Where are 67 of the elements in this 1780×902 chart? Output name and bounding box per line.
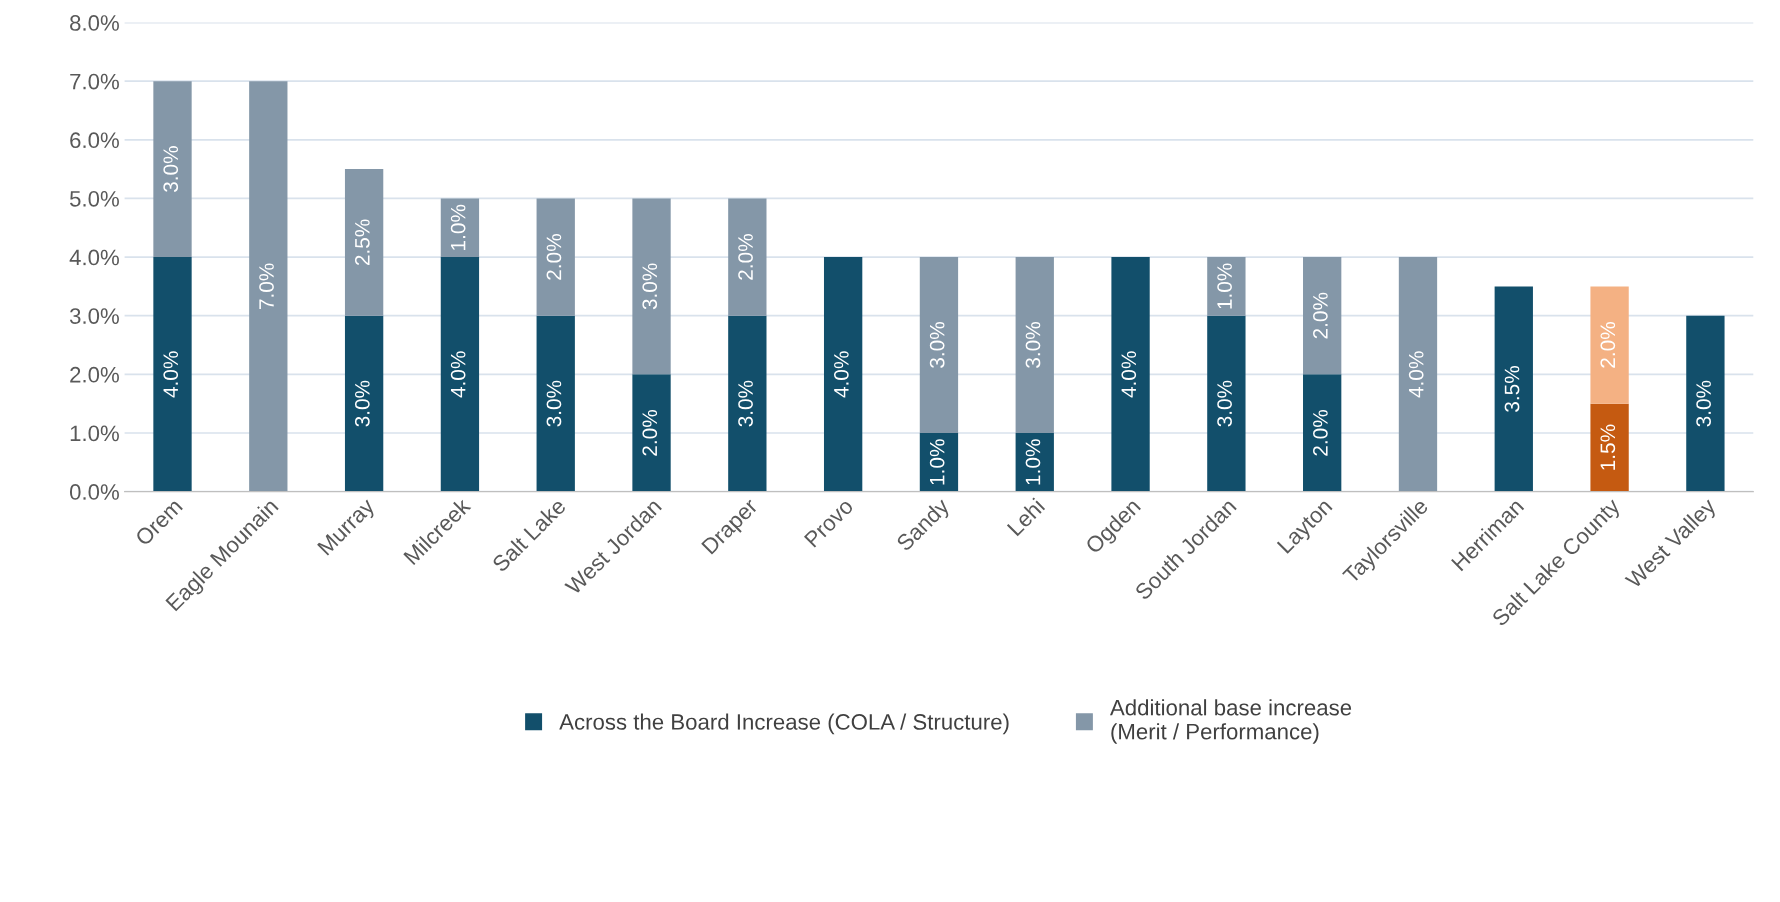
bar xyxy=(153,257,192,492)
bar xyxy=(440,257,480,492)
bar xyxy=(632,374,671,492)
y-tick-label: 8.0% xyxy=(70,15,119,31)
bar xyxy=(728,198,767,316)
bar xyxy=(1015,432,1054,492)
data-label: 3.0% xyxy=(642,263,658,310)
data-label: 2.0% xyxy=(1313,292,1328,339)
data-label: 3.0% xyxy=(1217,380,1232,427)
data-label: 2.0% xyxy=(738,234,753,280)
bar xyxy=(1494,286,1533,492)
data-label: 2.0% xyxy=(1600,322,1616,368)
bar xyxy=(536,198,575,316)
bar xyxy=(1207,257,1246,316)
data-label: 2.0% xyxy=(546,234,562,280)
data-label: 3.5% xyxy=(1504,365,1520,412)
bar xyxy=(344,169,384,316)
y-tick-label: 4.0% xyxy=(69,249,119,266)
bar xyxy=(153,81,192,258)
bar xyxy=(249,81,288,492)
bar xyxy=(919,432,959,492)
bar xyxy=(1207,315,1246,492)
y-tick-label: 5.0% xyxy=(69,190,119,207)
data-label: 1.0% xyxy=(929,439,945,485)
bar xyxy=(344,315,384,492)
bar xyxy=(1590,286,1629,404)
data-label: 1.0% xyxy=(450,204,466,250)
bar xyxy=(1111,257,1150,492)
y-tick-label: 6.0% xyxy=(70,132,119,149)
legend-label: Across the Board Increase (COLA / Structure) xyxy=(559,713,1009,735)
data-label: 3.0% xyxy=(929,322,945,368)
data-label: 2.0% xyxy=(642,409,658,456)
bar xyxy=(1015,257,1054,433)
data-label: 7.0% xyxy=(259,263,274,310)
y-tick-label: 3.0% xyxy=(69,308,119,324)
data-label: 3.0% xyxy=(738,380,753,427)
data-label: 1.5% xyxy=(1600,424,1616,470)
data-label: 3.0% xyxy=(1696,380,1711,427)
data-label: 3.0% xyxy=(354,380,370,427)
data-label: 4.0% xyxy=(450,351,466,398)
bar xyxy=(1303,374,1342,492)
bar xyxy=(1398,257,1438,492)
bar xyxy=(440,198,480,258)
bar xyxy=(1686,315,1725,492)
data-label: 4.0% xyxy=(1408,351,1424,398)
bar xyxy=(728,315,767,492)
data-label: 4.0% xyxy=(1121,351,1137,398)
data-label: 4.0% xyxy=(833,351,849,398)
bar xyxy=(1303,257,1342,375)
bar xyxy=(632,198,671,375)
bar xyxy=(823,257,863,492)
data-label: 2.5% xyxy=(354,219,370,266)
data-label: 4.0% xyxy=(163,351,179,398)
legend-label: Additional base increase (Merit / Performance) xyxy=(1109,699,1352,744)
y-tick-label: 1.0% xyxy=(70,425,119,442)
data-label: 1.0% xyxy=(1025,439,1041,485)
data-label: 3.0% xyxy=(163,146,179,193)
bar xyxy=(1590,403,1629,492)
y-tick-label: 0.0% xyxy=(69,484,119,500)
y-tick-label: 7.0% xyxy=(70,73,119,90)
data-label: 1.0% xyxy=(1217,263,1232,309)
data-label: 3.0% xyxy=(546,380,562,427)
bar xyxy=(536,315,575,492)
bar xyxy=(919,257,959,433)
data-label: 3.0% xyxy=(1025,322,1041,368)
y-tick-label: 2.0% xyxy=(70,366,119,383)
data-label: 2.0% xyxy=(1313,409,1328,456)
